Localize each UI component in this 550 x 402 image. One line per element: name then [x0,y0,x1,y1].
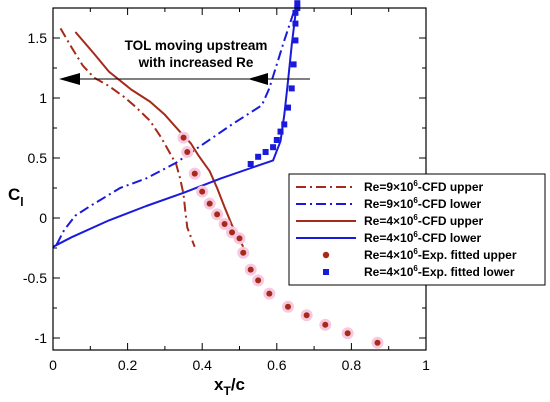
x-tick-label: 0 [49,357,57,373]
legend: Re=9×106-CFD upper Re=9×106-CFD lower Re=4… [288,173,546,286]
data-point [281,121,288,128]
data-point [290,61,297,68]
y-axis-title: Cl [8,185,24,209]
legend-label-2: Re=4×106-CFD upper [364,213,484,228]
data-point [270,144,277,151]
x-tick-label: 0.4 [192,357,212,373]
legend-label-0: Re=9×106-CFD upper [364,179,484,194]
data-point [184,149,191,155]
data-point [288,85,295,92]
data-point [266,290,273,297]
data-point [292,20,299,27]
legend-swatch-4 [322,251,330,259]
annotation-line-1: TOL moving upstream [125,38,268,53]
annotation-arrowhead-left [59,73,80,85]
y-tick-label: -0.5 [23,270,47,286]
data-point [255,153,262,160]
data-point [247,266,254,273]
x-axis-title: xT/c [214,375,245,398]
data-point [292,37,299,44]
legend-label-4: Re=4×106-Exp. fitted upper [364,247,517,262]
data-point [221,221,228,227]
data-point [284,303,291,310]
data-point [206,200,213,207]
legend-label-1: Re=9×106-CFD lower [364,196,482,211]
data-point [191,170,198,177]
data-point [180,134,187,141]
x-tick-label: 0.6 [267,357,287,373]
legend-label-5: Re=4×106-Exp. fitted lower [364,264,515,279]
data-point [294,0,301,7]
series-line-0 [59,27,196,248]
data-point [247,161,254,167]
x-tick-label: 0.2 [118,357,138,373]
data-point [199,188,206,195]
series-line-3 [53,13,297,248]
data-point [284,104,291,111]
data-point [236,235,243,242]
data-point [262,149,269,155]
y-tick-label: 1.5 [28,30,48,46]
data-point [322,321,329,328]
y-tick-label: 0 [39,210,47,226]
data-point [344,330,351,337]
x-tick-label: 0.8 [342,357,362,373]
legend-box [288,173,546,286]
data-point [240,249,247,256]
legend-swatch-5 [323,269,329,275]
annotation-arrowhead-right [248,73,268,85]
data-point [214,211,221,218]
y-tick-label: 1 [39,90,47,106]
data-point [292,9,299,16]
annotation-line-2: with increased Re [138,55,254,70]
data-point [229,229,236,236]
data-point [277,128,284,135]
data-point [255,277,262,284]
tick-layer: 0 0.2 0.4 0.6 0.8 1 -1 -0.5 0 0.5 1 1.5 [23,8,430,373]
data-point [374,339,381,346]
y-tick-label: 0.5 [28,150,48,166]
legend-label-3: Re=4×106-CFD lower [364,230,482,245]
marker-layer [177,0,384,349]
x-tick-label: 1 [422,357,430,373]
data-point [273,137,280,143]
annotation: TOL moving upstream with increased Re [59,38,310,85]
y-tick-label: -1 [35,330,48,346]
data-point [303,312,310,319]
